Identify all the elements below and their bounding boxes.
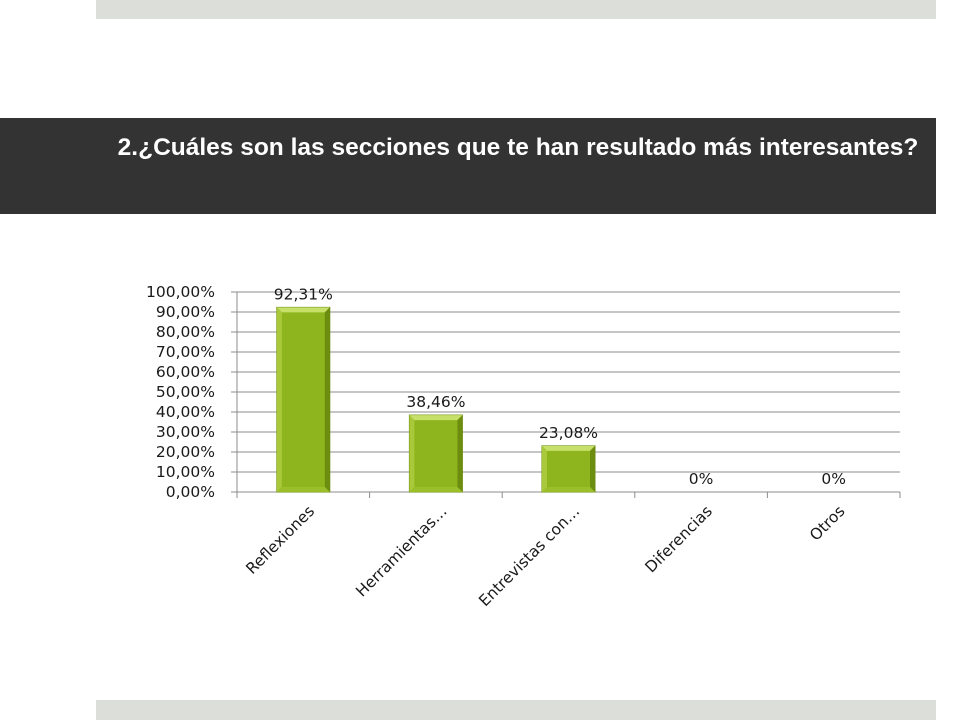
x-tick-label: Herramientas… (352, 502, 450, 600)
y-tick-label: 20,00% (156, 443, 215, 461)
bars (276, 306, 596, 493)
y-tick-label: 60,00% (156, 363, 215, 381)
x-tick-label: Otros (806, 502, 848, 544)
data-label: 0% (821, 470, 846, 488)
data-label: 0% (689, 470, 714, 488)
data-labels: 92,31% 38,46% 23,08% 0% 0% (274, 285, 846, 488)
y-tick-label: 30,00% (156, 423, 215, 441)
y-axis-tick-labels: 0,00% 10,00% 20,00% 30,00% 40,00% 50,00% 60,00… (146, 283, 215, 501)
y-tick-label: 100,00% (146, 283, 215, 301)
title-band: 2.¿Cuáles son las secciones que te han r… (0, 118, 936, 214)
top-decoration-bar (96, 0, 936, 19)
bottom-decoration-bar (96, 700, 936, 720)
x-tick-label: Entrevistas con… (475, 502, 583, 610)
bar (408, 414, 463, 493)
slide-title: 2.¿Cuáles son las secciones que te han r… (117, 134, 919, 161)
y-tick-label: 40,00% (156, 403, 215, 421)
x-axis-tick-labels: Reflexiones Herramientas… Entrevistas con…… (242, 502, 848, 610)
y-tick-label: 10,00% (156, 463, 215, 481)
y-tick-label: 50,00% (156, 383, 215, 401)
y-tick-label: 70,00% (156, 343, 215, 361)
data-label: 23,08% (539, 424, 598, 442)
data-label: 38,46% (406, 393, 465, 411)
y-tick-label: 90,00% (156, 303, 215, 321)
x-tick-label: Diferencias (642, 502, 716, 576)
bar (276, 306, 331, 493)
x-tick-label: Reflexiones (242, 502, 318, 578)
data-label: 92,31% (274, 285, 333, 303)
bar (541, 445, 596, 493)
y-tick-label: 0,00% (166, 483, 215, 501)
y-tick-label: 80,00% (156, 323, 215, 341)
